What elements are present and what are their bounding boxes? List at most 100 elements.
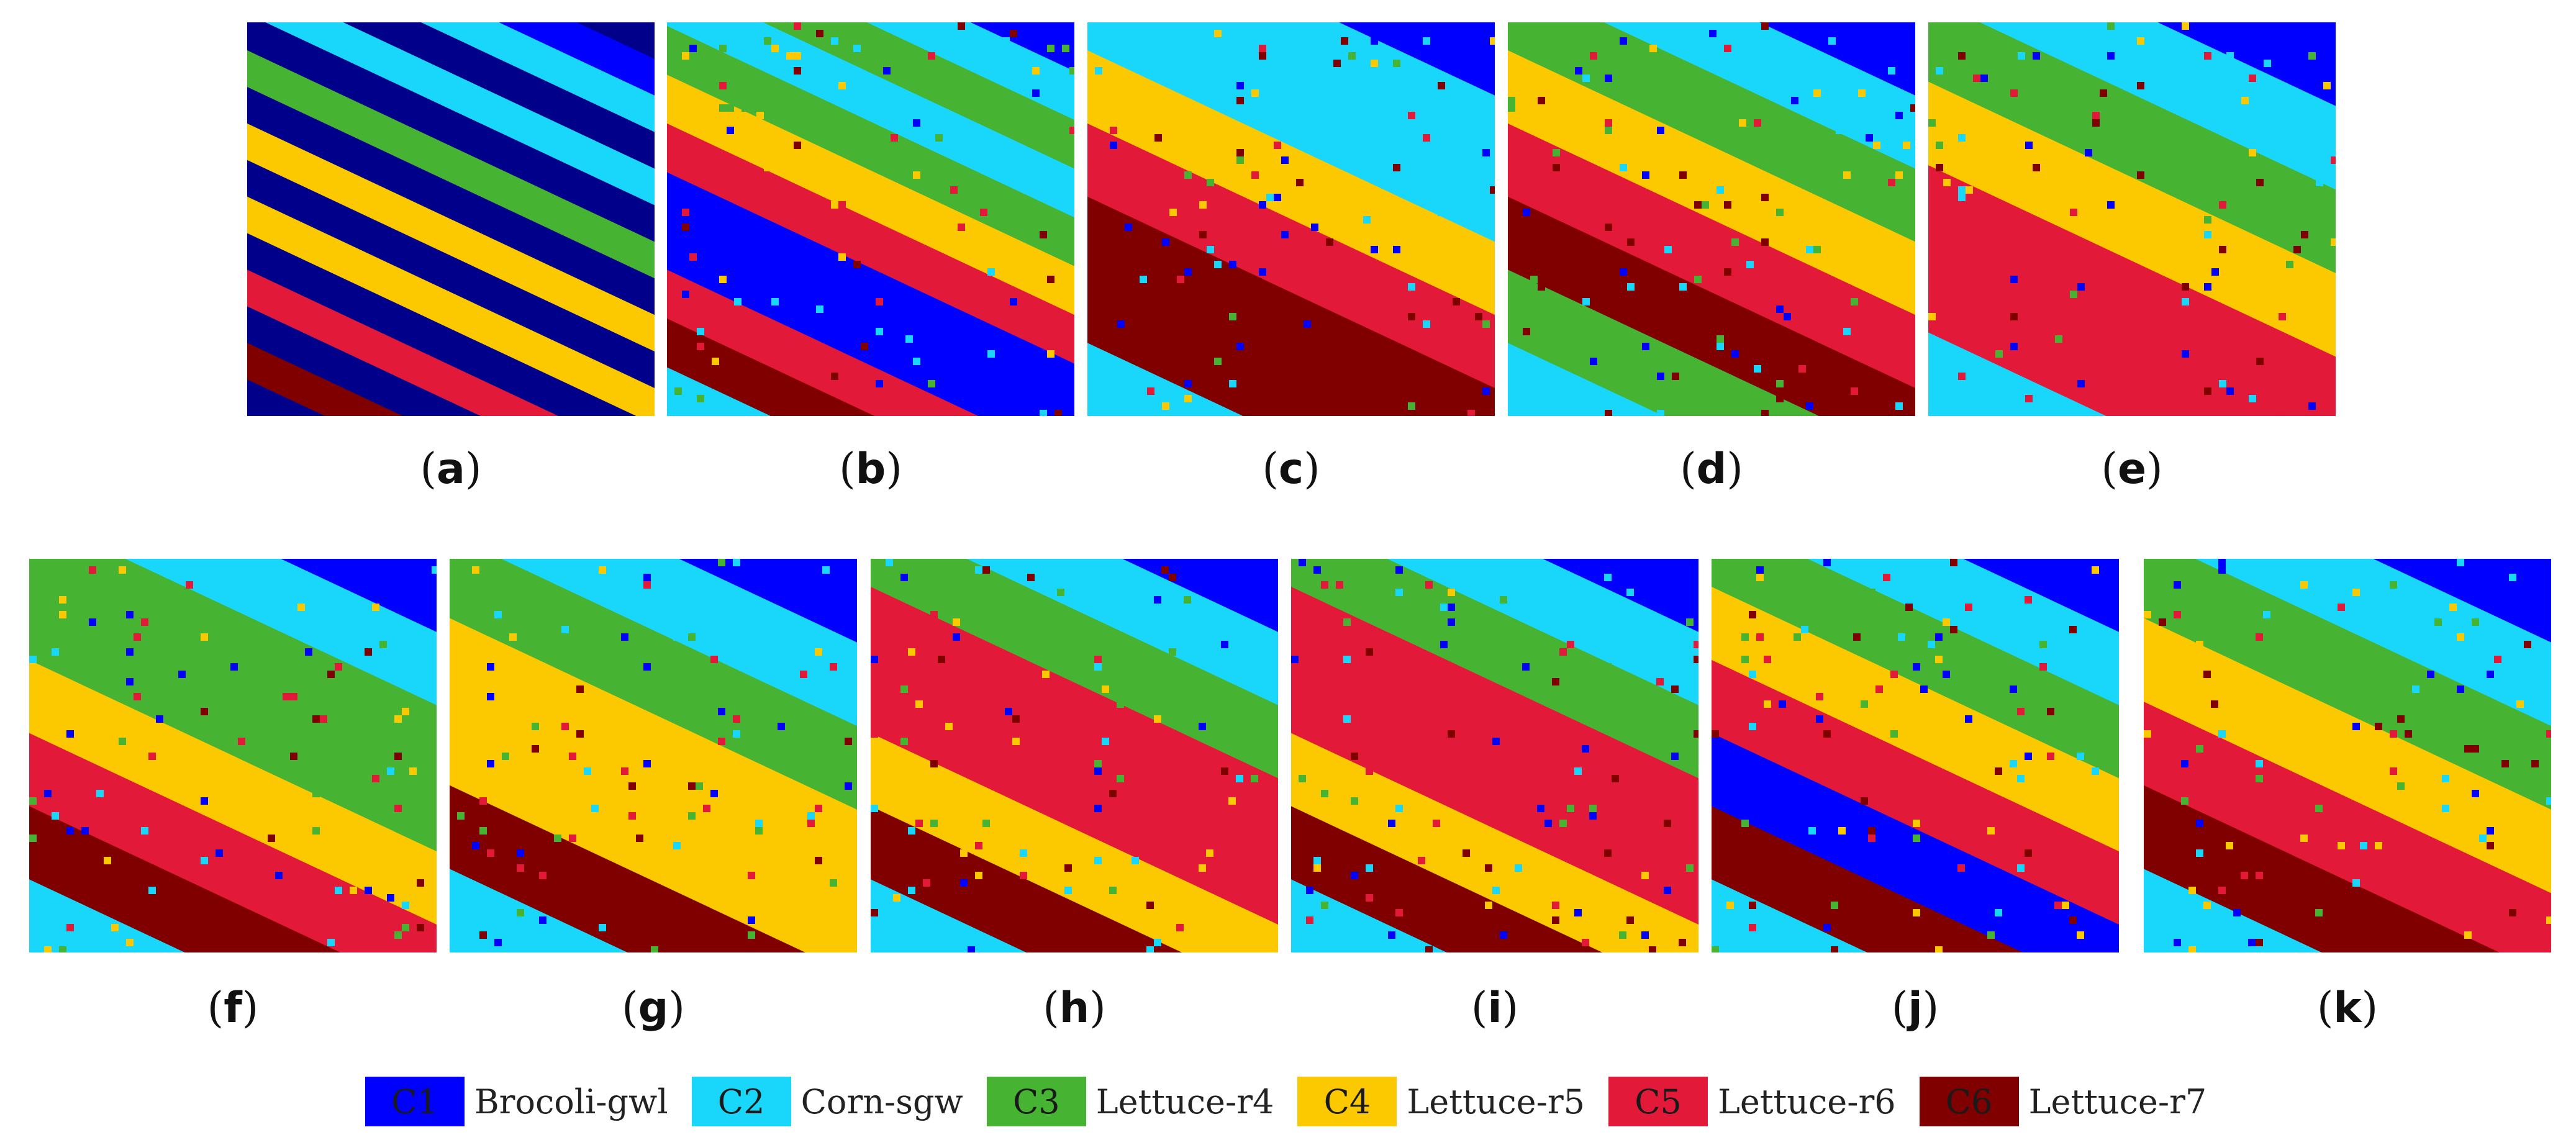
- noise-pixel: [908, 887, 915, 894]
- noise-pixel: [1366, 767, 1373, 775]
- panel-k: [2144, 559, 2551, 952]
- noise-pixel: [1913, 820, 1920, 827]
- noise-pixel: [1040, 231, 1047, 238]
- class-band-c5: [1712, 659, 2119, 925]
- noise-pixel: [387, 767, 394, 775]
- noise-pixel: [29, 656, 37, 663]
- noise-pixel: [2375, 723, 2382, 730]
- noise-pixel: [1936, 67, 1943, 75]
- noise-pixel: [1408, 283, 1415, 291]
- noise-pixel: [2233, 909, 2241, 916]
- noise-pixel: [748, 916, 755, 924]
- noise-pixel: [1861, 797, 1868, 805]
- noise-pixel: [1366, 864, 1373, 872]
- noise-pixel: [2331, 238, 2336, 246]
- noise-pixel: [2241, 872, 2248, 879]
- noise-pixel: [1236, 343, 1244, 350]
- noise-pixel: [1582, 745, 1589, 753]
- caption-a: (a): [420, 445, 482, 494]
- noise-pixel: [1866, 134, 1873, 142]
- noise-pixel: [2166, 931, 2174, 939]
- noise-pixel: [2218, 887, 2226, 894]
- noise-pixel: [1868, 574, 1875, 581]
- noise-pixel: [1868, 827, 1875, 835]
- noise-pixel: [1221, 767, 1228, 775]
- noise-pixel: [953, 633, 960, 641]
- noise-pixel: [1756, 633, 1764, 641]
- noise-pixel: [402, 924, 409, 931]
- noise-pixel: [2487, 842, 2494, 849]
- noise-pixel: [982, 820, 990, 827]
- noise-pixel: [2442, 775, 2449, 782]
- noise-pixel: [871, 805, 878, 812]
- noise-pixel: [727, 127, 734, 134]
- noise-pixel: [1552, 916, 1559, 924]
- noise-pixel: [1207, 246, 1214, 253]
- noise-pixel: [673, 633, 681, 641]
- noise-pixel: [1913, 835, 1920, 842]
- noise-pixel: [66, 924, 74, 931]
- noise-pixel: [2352, 589, 2360, 596]
- noise-pixel: [733, 730, 740, 738]
- noise-pixel: [1731, 238, 1739, 246]
- noise-pixel: [1259, 45, 1266, 52]
- noise-pixel: [1749, 924, 1756, 931]
- noise-pixel: [913, 171, 920, 179]
- noise-pixel: [1281, 231, 1289, 238]
- class-band-c5: [871, 587, 1278, 853]
- noise-pixel: [2472, 790, 2479, 797]
- noise-pixel: [1125, 224, 1132, 231]
- noise-pixel: [394, 931, 402, 939]
- noise-pixel: [148, 753, 156, 760]
- noise-pixel: [1843, 328, 1851, 335]
- noise-pixel: [1463, 849, 1470, 857]
- noise-pixel: [201, 633, 208, 641]
- noise-pixel: [913, 119, 920, 127]
- noise-pixel: [749, 75, 756, 82]
- noise-pixel: [1749, 723, 1756, 730]
- noise-pixel: [1851, 104, 1858, 112]
- noise-pixel: [1236, 82, 1244, 89]
- noise-pixel: [2181, 760, 2188, 767]
- noise-pixel: [1761, 194, 1769, 201]
- noise-pixel: [807, 589, 815, 596]
- class-band-c4: [247, 123, 655, 353]
- noise-pixel: [2390, 730, 2397, 738]
- noise-pixel: [1936, 142, 1943, 149]
- noise-pixel: [532, 745, 539, 753]
- noise-pixel: [900, 685, 908, 693]
- noise-pixel: [2479, 835, 2487, 842]
- noise-pixel: [719, 104, 727, 112]
- noise-pixel: [2077, 380, 2085, 387]
- noise-pixel: [126, 678, 134, 685]
- noise-pixel: [794, 67, 801, 75]
- noise-pixel: [44, 790, 52, 797]
- noise-pixel: [1408, 313, 1415, 320]
- noise-pixel: [1343, 656, 1351, 663]
- noise-pixel: [1605, 276, 1612, 283]
- class-band-c6: [1087, 196, 1495, 416]
- noise-pixel: [830, 827, 837, 835]
- legend-code: C2: [717, 1082, 765, 1121]
- legend-label: Brocoli-gwl: [474, 1082, 668, 1121]
- noise-pixel: [1709, 30, 1717, 37]
- noise-pixel: [1326, 238, 1333, 246]
- noise-pixel: [327, 939, 335, 946]
- noise-pixel: [126, 648, 134, 656]
- noise-pixel: [1950, 559, 1957, 566]
- noise-pixel: [2338, 842, 2345, 849]
- noise-pixel: [1590, 358, 1597, 365]
- noise-pixel: [1858, 89, 1866, 97]
- noise-pixel: [2054, 902, 2062, 909]
- noise-pixel: [2256, 760, 2263, 767]
- noise-pixel: [2226, 387, 2234, 395]
- noise-pixel: [1371, 60, 1378, 67]
- noise-pixel: [2308, 52, 2316, 60]
- noise-pixel: [2181, 797, 2188, 805]
- noise-pixel: [1973, 75, 1980, 82]
- noise-pixel: [2182, 283, 2189, 291]
- noise-pixel: [1311, 224, 1318, 231]
- noise-pixel: [682, 268, 689, 276]
- noise-pixel: [1620, 37, 1627, 45]
- noise-pixel: [372, 611, 379, 618]
